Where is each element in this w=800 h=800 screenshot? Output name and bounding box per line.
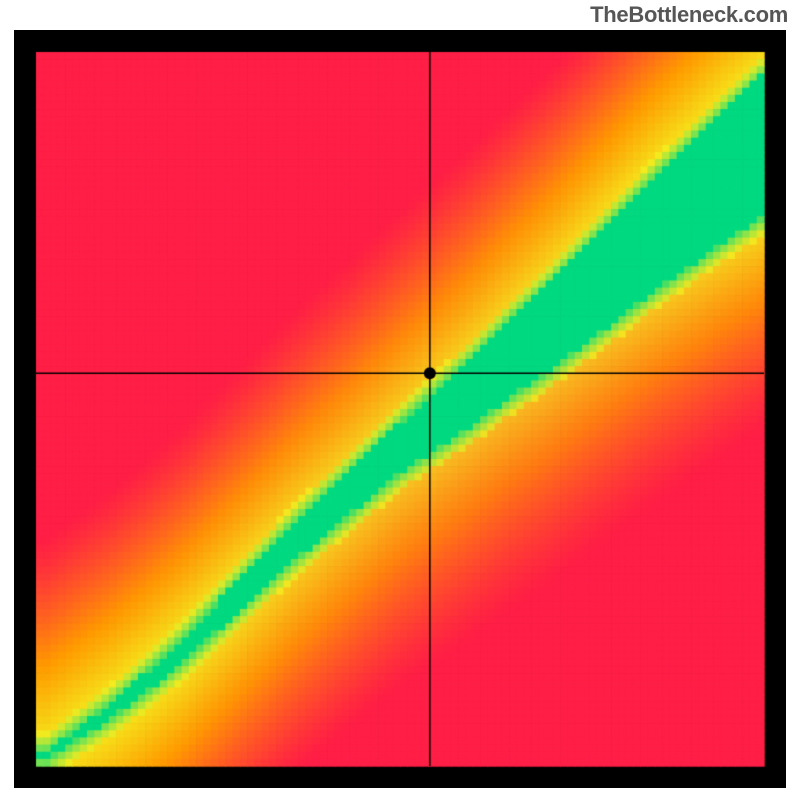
heatmap-canvas: [14, 30, 786, 788]
page-title: TheBottleneck.com: [0, 0, 800, 28]
heatmap-plot: [14, 30, 786, 788]
